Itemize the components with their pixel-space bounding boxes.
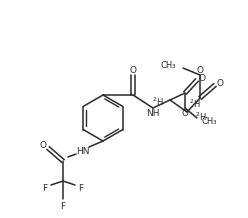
Text: O: O xyxy=(198,73,206,82)
Text: F: F xyxy=(42,184,48,192)
Text: $^{2}$H: $^{2}$H xyxy=(152,96,164,108)
Text: O: O xyxy=(39,140,47,150)
Text: O: O xyxy=(196,65,204,75)
Text: O: O xyxy=(129,65,136,75)
Text: $^{2}$H: $^{2}$H xyxy=(195,111,207,123)
Text: HN: HN xyxy=(76,146,90,155)
Text: NH: NH xyxy=(146,109,160,118)
Text: CH₃: CH₃ xyxy=(160,61,176,70)
Text: CH₃: CH₃ xyxy=(202,116,217,126)
Text: O: O xyxy=(182,109,188,118)
Text: F: F xyxy=(78,184,84,192)
Text: $^{2}$H: $^{2}$H xyxy=(189,98,201,110)
Text: F: F xyxy=(61,201,65,211)
Text: O: O xyxy=(217,78,223,87)
